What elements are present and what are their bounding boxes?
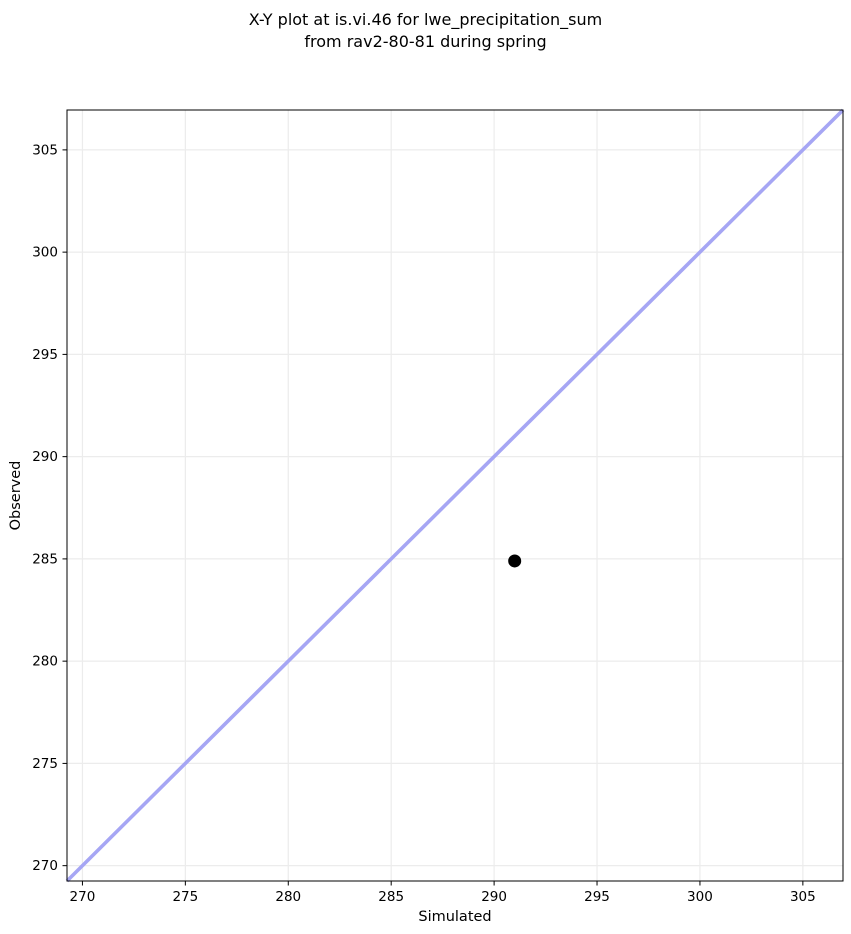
chart-title: X-Y plot at is.vi.46 for lwe_precipitati… xyxy=(0,9,851,53)
x-tick-label: 280 xyxy=(275,889,301,905)
y-tick-label: 305 xyxy=(32,142,58,158)
y-tick-label: 270 xyxy=(32,858,58,874)
chart-title-line1: X-Y plot at is.vi.46 for lwe_precipitati… xyxy=(248,10,603,29)
data-point xyxy=(508,554,522,568)
x-tick-label: 275 xyxy=(172,889,198,905)
x-tick-label: 305 xyxy=(790,889,816,905)
x-tick-label: 300 xyxy=(687,889,713,905)
x-tick-label: 290 xyxy=(481,889,507,905)
x-tick-label: 270 xyxy=(70,889,96,905)
y-tick-label: 285 xyxy=(32,551,58,567)
x-tick-label: 285 xyxy=(378,889,404,905)
y-tick-label: 290 xyxy=(32,449,58,465)
chart-title-line2: from rav2-80-81 during spring xyxy=(304,32,547,51)
y-tick-label: 295 xyxy=(32,347,58,363)
y-tick-label: 280 xyxy=(32,654,58,670)
identity-line xyxy=(65,108,845,883)
y-tick-label: 275 xyxy=(32,756,58,772)
x-axis-label: Simulated xyxy=(418,909,491,925)
x-tick-label: 295 xyxy=(584,889,610,905)
axes-box xyxy=(66,109,844,882)
y-axis-label: Observed xyxy=(8,461,24,531)
y-tick-label: 300 xyxy=(32,245,58,261)
